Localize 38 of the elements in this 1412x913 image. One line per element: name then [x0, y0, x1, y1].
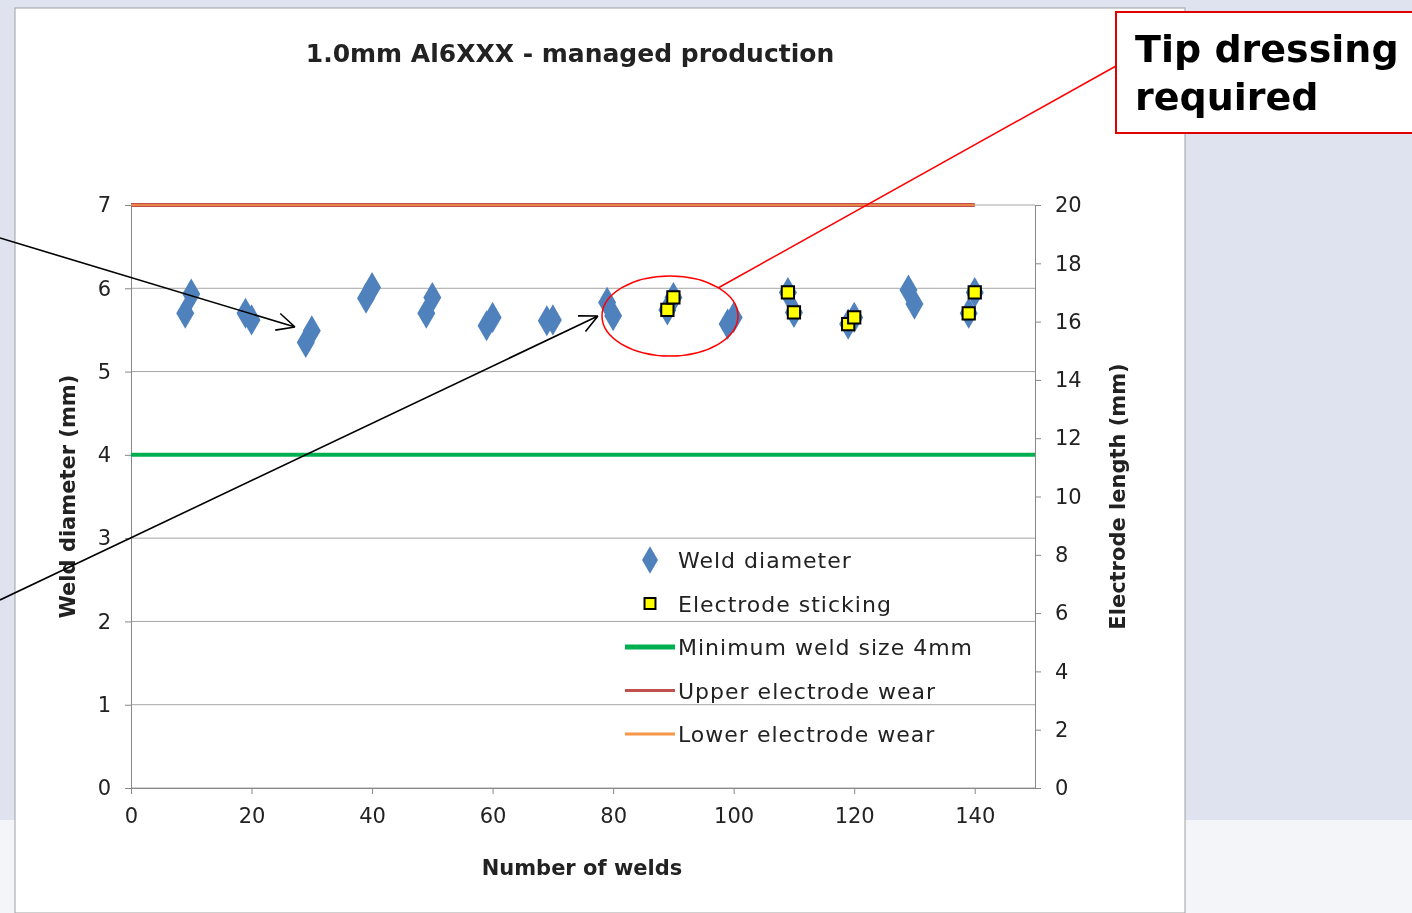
y2-axis-title: Electrode length (mm): [1106, 363, 1130, 630]
x-tick-label: 60: [479, 803, 507, 828]
legend-label: Upper electrode wear: [678, 678, 937, 704]
y2-tick-label: 14: [1055, 368, 1082, 393]
y-axis-title: Weld diameter (mm): [56, 374, 80, 619]
legend-label: Weld diameter: [678, 548, 852, 573]
y2-tick-label: 12: [1055, 426, 1082, 451]
chart-title: 1.0mm Al6XXX - managed production: [305, 39, 835, 68]
point: [847, 310, 862, 325]
x-tick-label: 20: [238, 803, 266, 828]
x-tick-label: 80: [600, 803, 627, 828]
y2-tick-label: 2: [1055, 717, 1069, 742]
y-tick-label: 5: [97, 359, 111, 384]
x-tick-label: 120: [834, 803, 875, 828]
y2-tick-label: 8: [1055, 543, 1069, 568]
x-tick-label: 40: [359, 803, 386, 828]
y2-tick-label: 18: [1055, 251, 1082, 276]
y-tick-label: 3: [97, 526, 111, 551]
legend-label: Lower electrode wear: [678, 722, 936, 747]
x-tick-label: 140: [955, 803, 996, 828]
y-tick-label: 0: [97, 776, 111, 801]
y-tick-label: 1: [97, 692, 111, 717]
y2-tick-label: 4: [1055, 659, 1069, 684]
y-tick-label: 7: [97, 193, 111, 218]
legend-label: Minimum weld size 4mm: [678, 635, 974, 660]
y-tick-label: 2: [97, 609, 111, 634]
x-tick-label: 100: [714, 803, 755, 828]
y2-tick-label: 10: [1055, 484, 1082, 509]
y2-tick-label: 6: [1055, 601, 1069, 626]
x-tick-label: 0: [124, 803, 139, 828]
y2-tick-label: 16: [1055, 309, 1082, 334]
y-tick-label: 4: [97, 443, 111, 468]
y-tick-label: 6: [97, 276, 111, 301]
legend-label: Electrode sticking: [678, 591, 892, 617]
y2-tick-label: 20: [1055, 193, 1082, 218]
text: Tip dressing required: [1135, 27, 1399, 119]
y2-tick-label: 0: [1055, 776, 1069, 801]
x-axis-title: Number of welds: [481, 856, 683, 880]
